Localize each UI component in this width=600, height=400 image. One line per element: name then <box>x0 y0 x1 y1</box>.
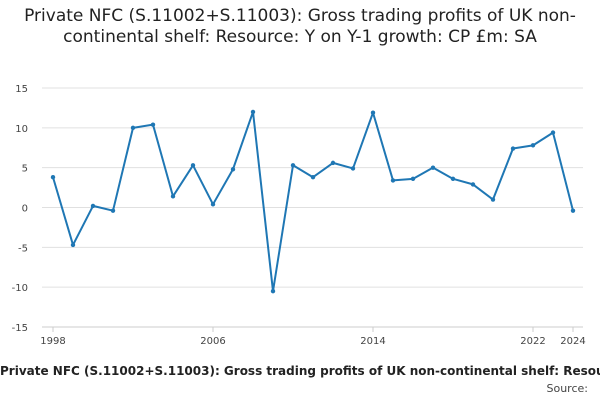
data-point[interactable] <box>130 125 136 131</box>
data-point[interactable] <box>350 166 356 171</box>
data-point[interactable] <box>510 146 516 151</box>
y-tick-label: 15 <box>15 84 28 95</box>
x-tick-label: 2006 <box>200 336 225 347</box>
chart-title: Private NFC (S.11002+S.11003): Gross tra… <box>24 6 576 47</box>
data-point[interactable] <box>550 130 556 135</box>
data-point[interactable] <box>90 203 96 209</box>
y-tick-label: -5 <box>18 243 28 254</box>
series-line <box>52 110 574 293</box>
data-point[interactable] <box>570 208 576 213</box>
y-tick-label: 10 <box>15 124 28 135</box>
data-point[interactable] <box>470 182 476 187</box>
y-tick-label: 5 <box>22 164 28 175</box>
x-tick-label: 1998 <box>40 336 65 347</box>
grid-lines <box>42 87 583 328</box>
data-point[interactable] <box>490 197 496 202</box>
data-point[interactable] <box>370 110 376 115</box>
data-point[interactable] <box>390 178 396 183</box>
data-point[interactable] <box>410 176 416 182</box>
data-point[interactable] <box>250 109 256 115</box>
x-tick-label: 2022 <box>520 336 545 347</box>
data-point[interactable] <box>210 202 216 207</box>
data-point[interactable] <box>330 160 336 166</box>
data-point[interactable] <box>450 176 456 182</box>
data-point[interactable] <box>170 194 176 199</box>
y-axis-tick-labels: 15 10 5 0 -5 -10 -15 <box>12 84 28 334</box>
y-tick-label: 0 <box>22 204 28 215</box>
data-point[interactable] <box>430 165 436 170</box>
x-axis-tick-labels: 1998 2006 2014 2022 2024 <box>40 327 586 347</box>
data-point[interactable] <box>190 163 196 168</box>
data-point[interactable] <box>50 175 56 180</box>
data-series <box>50 109 576 294</box>
y-tick-label: -10 <box>12 283 28 294</box>
source-label: Source: <box>546 382 589 395</box>
data-point[interactable] <box>530 143 536 148</box>
data-point[interactable] <box>150 122 156 127</box>
data-point[interactable] <box>310 175 316 180</box>
data-point[interactable] <box>70 242 76 248</box>
data-point[interactable] <box>230 167 236 172</box>
data-point[interactable] <box>270 288 276 294</box>
x-tick-label: 2014 <box>360 336 385 347</box>
x-tick-label: 2024 <box>560 336 585 347</box>
chart-legend: Private NFC (S.11002+S.11003): Gross tra… <box>0 364 600 378</box>
data-point[interactable] <box>290 163 296 168</box>
y-tick-label: -15 <box>12 323 28 334</box>
data-point[interactable] <box>110 208 116 213</box>
